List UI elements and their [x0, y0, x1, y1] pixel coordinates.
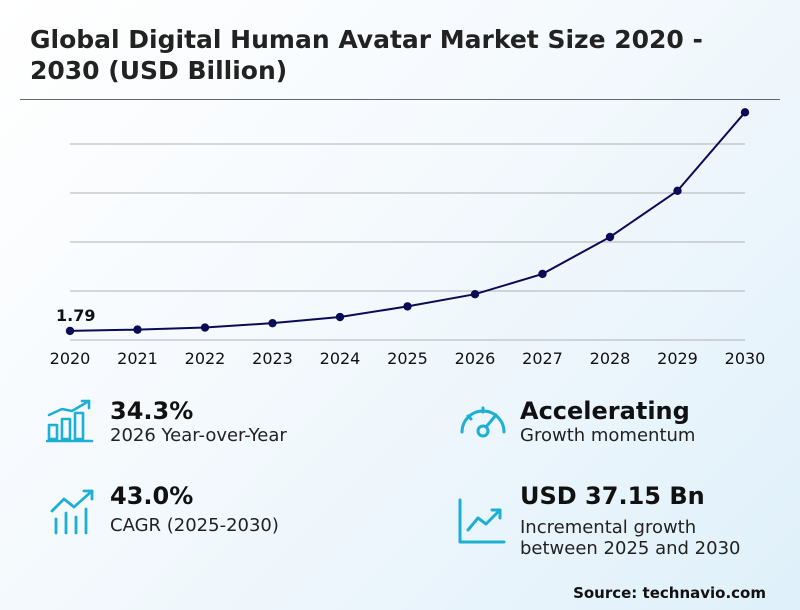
stat-incremental: USD 37.15 Bn Incremental growth between …	[520, 482, 740, 559]
data-point	[538, 269, 547, 279]
data-point	[403, 302, 412, 311]
source-credit: Source: technavio.com	[573, 584, 766, 602]
bar-growth-icon	[45, 399, 94, 447]
data-points: 1.79	[56, 108, 750, 336]
x-axis-ticks: 2020 2021 2022 2023 2024 2025 2026 2027 2028 2029…	[50, 349, 766, 368]
data-point	[133, 325, 142, 334]
x-tick-label: 2022	[185, 349, 226, 368]
x-tick-label: 2026	[455, 349, 496, 368]
stat-desc: CAGR (2025-2030)	[110, 515, 279, 536]
gauge-icon	[458, 402, 508, 446]
stat-desc-line-1: Incremental growth	[520, 517, 697, 538]
x-tick-label: 2021	[117, 349, 158, 368]
stat-value: USD 37.15 Bn	[520, 482, 705, 510]
x-tick-label: 2023	[252, 349, 293, 368]
stat-momentum: Accelerating Growth momentum	[520, 397, 695, 446]
data-point	[65, 326, 75, 336]
stat-value: 34.3%	[110, 397, 194, 425]
stat-desc: 2026 Year-over-Year	[110, 425, 287, 446]
data-point	[268, 318, 277, 328]
data-point	[470, 289, 480, 299]
x-tick-label: 2027	[522, 349, 563, 368]
trend-bars-icon	[50, 489, 96, 539]
stat-desc-line-2: between 2025 and 2030	[520, 538, 741, 559]
x-tick-label: 2029	[657, 349, 698, 368]
stat-cagr: 43.0% CAGR (2025-2030)	[110, 482, 279, 536]
title-divider	[20, 99, 780, 100]
x-tick-label: 2020	[50, 349, 91, 368]
data-label: 1.79	[56, 306, 95, 325]
x-tick-label: 2024	[320, 349, 361, 368]
series-line	[69, 111, 746, 332]
grid-lines	[70, 143, 745, 341]
x-tick-label: 2025	[387, 349, 428, 368]
stat-desc: Growth momentum	[520, 425, 696, 446]
x-tick-label: 2030	[725, 349, 766, 368]
stat-value: Accelerating	[520, 397, 690, 425]
line-chart: 1.79 2020 2021 2022 2023 2024 2025 2026 2027 202…	[50, 108, 766, 368]
data-point	[740, 108, 750, 117]
series-line-layer	[69, 111, 746, 332]
stat-yoy: 34.3% 2026 Year-over-Year	[110, 397, 287, 446]
stat-value: 43.0%	[110, 482, 194, 510]
data-point	[200, 323, 210, 332]
line-trend-icon	[456, 498, 506, 550]
data-point	[673, 186, 682, 196]
data-point	[605, 232, 615, 242]
data-point	[335, 312, 345, 322]
x-tick-label: 2028	[590, 349, 631, 368]
chart-title: Global Digital Human Avatar Market Size …	[30, 25, 703, 85]
